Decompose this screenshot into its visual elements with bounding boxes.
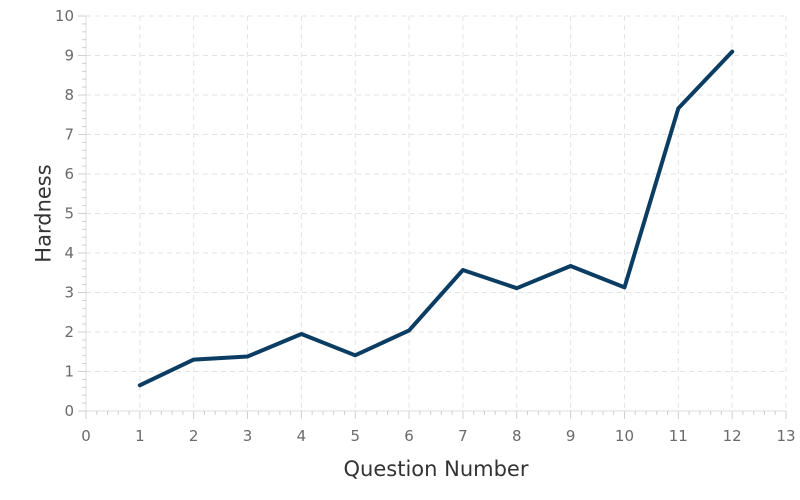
- x-tick-label: 4: [297, 427, 307, 445]
- y-axis-title: Hardness: [31, 164, 55, 262]
- y-tick-label: 9: [64, 47, 74, 65]
- x-tick-label: 6: [404, 427, 414, 445]
- y-tick-label: 6: [64, 165, 74, 183]
- y-tick-label: 5: [64, 205, 74, 223]
- x-tick-label: 10: [615, 427, 634, 445]
- x-tick-label: 9: [566, 427, 576, 445]
- x-tick-label: 3: [243, 427, 253, 445]
- x-tick-label: 7: [458, 427, 468, 445]
- y-tick-label: 7: [64, 126, 74, 144]
- x-tick-label: 13: [776, 427, 795, 445]
- x-tick-label: 1: [135, 427, 145, 445]
- x-tick-label: 8: [512, 427, 522, 445]
- x-tick-label: 5: [350, 427, 360, 445]
- x-tick-label: 12: [723, 427, 742, 445]
- grid: [86, 15, 787, 411]
- x-tick-label: 2: [189, 427, 199, 445]
- y-tick-label: 1: [64, 363, 74, 381]
- series-layer: [137, 49, 735, 388]
- series-line: [137, 49, 735, 388]
- y-tick-label: 8: [64, 86, 74, 104]
- x-tick-label: 11: [669, 427, 688, 445]
- y-tick-label: 10: [55, 7, 74, 25]
- x-axis-title: Question Number: [344, 457, 529, 481]
- y-tick-label: 3: [64, 284, 74, 302]
- y-tick-label: 4: [64, 244, 74, 262]
- y-tick-label: 2: [64, 323, 74, 341]
- x-tick-label: 0: [81, 427, 91, 445]
- y-tick-label: 0: [64, 402, 74, 420]
